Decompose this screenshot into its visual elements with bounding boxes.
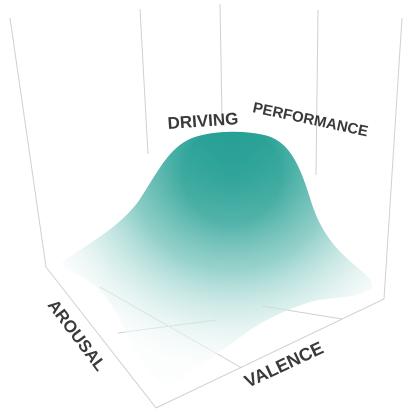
x-axis-label: VALENCE [241,338,326,392]
back-wall-mid-left [139,8,149,155]
grid-lines [9,3,403,409]
title-word-performance: PERFORMANCE [251,99,369,140]
floor-front-edge [155,298,385,409]
surface-front-fade [62,131,373,388]
back-wall-left-edge [9,17,47,268]
back-wall-mid-right [315,9,319,176]
title-word-driving: DRIVING [167,109,239,133]
floor-left-edge [45,266,157,409]
back-wall-corner [219,3,223,119]
surface [62,131,373,388]
back-wall-right-edge [383,17,403,300]
